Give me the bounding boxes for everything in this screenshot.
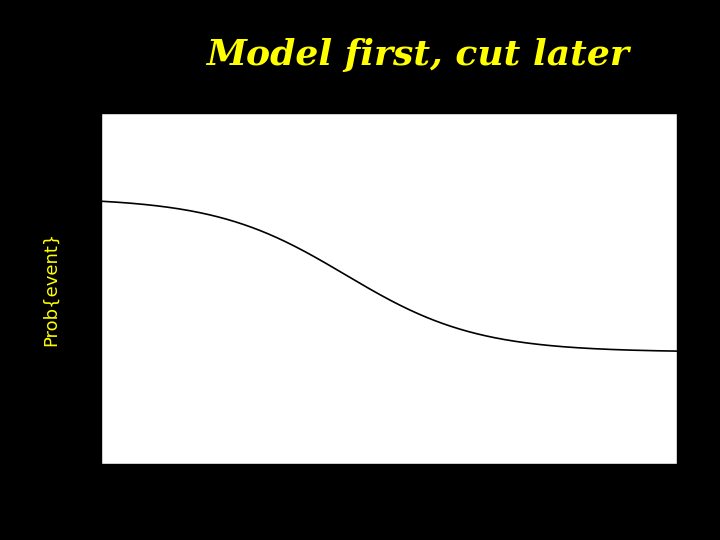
Y-axis label: Prob{event}: Prob{event}: [42, 232, 60, 346]
X-axis label: Maximum Change in LVEF (%): Maximum Change in LVEF (%): [233, 498, 545, 518]
Text: Model first, cut later: Model first, cut later: [206, 38, 629, 72]
